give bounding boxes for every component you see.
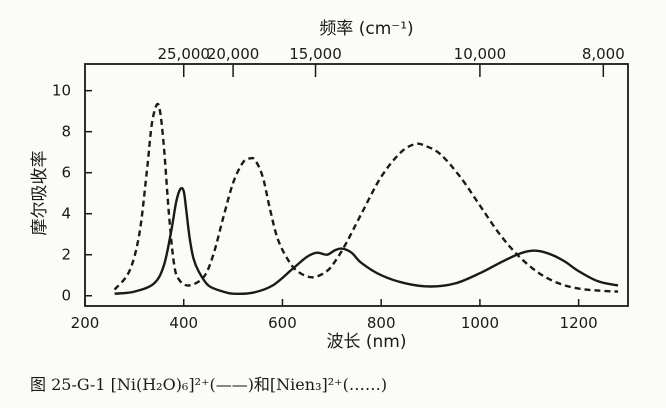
y-tick-label: 0: [61, 287, 71, 305]
top-tick-label: 15,000: [289, 45, 342, 63]
x-tick-label: 600: [268, 314, 297, 332]
figure-caption: 图 25-G-1 [Ni(H₂O)₆]²⁺(——)和[Nien₃]²⁺(……): [30, 375, 387, 394]
y-tick-label: 6: [61, 164, 71, 182]
series-line-dashed: [113, 102, 619, 293]
x-axis-label: 波长 (nm): [326, 332, 406, 352]
top-tick-label: 20,000: [207, 45, 260, 63]
x-tick-label: 400: [169, 314, 198, 332]
top-axis-label: 频率 (cm⁻¹): [319, 19, 413, 39]
top-tick-label: 25,000: [157, 45, 210, 63]
x-tick-label: 1200: [560, 314, 598, 332]
y-tick-label: 2: [61, 246, 71, 264]
top-tick-label: 8,000: [582, 45, 625, 63]
y-tick-label: 4: [61, 205, 71, 223]
plot-frame: [84, 63, 629, 307]
x-tick-label: 800: [367, 314, 396, 332]
x-tick-label: 200: [71, 314, 100, 332]
y-tick-label: 8: [61, 123, 71, 141]
top-tick-label: 10,000: [454, 45, 507, 63]
y-axis-label: 摩尔吸收率: [30, 151, 50, 236]
y-tick-label: 10: [52, 82, 71, 100]
series-line-solid: [114, 186, 619, 296]
x-tick-label: 1000: [461, 314, 499, 332]
